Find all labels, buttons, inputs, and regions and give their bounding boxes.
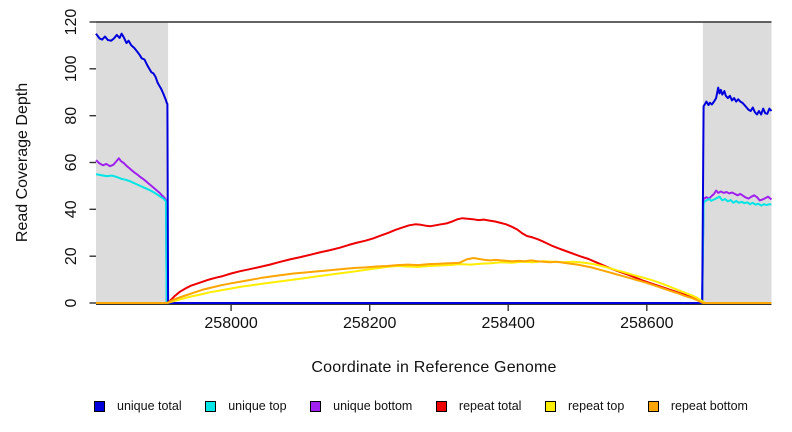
- legend-swatch: [94, 400, 105, 412]
- legend-item-repeat-top: repeat top: [545, 399, 624, 413]
- series-line-unique-top: [95, 173, 772, 304]
- y-tick-label: 60: [63, 154, 80, 172]
- series-line-repeat-bottom: [96, 257, 772, 304]
- legend-item-label: unique top: [228, 399, 287, 413]
- series-line-repeat-top: [96, 260, 772, 304]
- legend-swatch: [205, 400, 217, 412]
- y-tick-label: 20: [63, 247, 80, 265]
- legend-swatch: [545, 400, 556, 412]
- legend-item-unique-total: unique total: [94, 399, 182, 413]
- series-line-unique-total: [95, 32, 773, 304]
- legend-item-label: unique bottom: [333, 399, 413, 413]
- x-axis-title: Coordinate in Reference Genome: [311, 359, 557, 376]
- x-tick-label: 258600: [620, 315, 673, 332]
- plot-area: 258000 258200 258400 258600 0 20 40 60 80 100 120 R…: [14, 9, 773, 332]
- y-tick-label: 40: [63, 200, 80, 218]
- y-tick-label: 80: [63, 107, 80, 125]
- series-line-unique-bottom: [95, 157, 773, 304]
- legend: unique total unique top unique bottom repea…: [94, 399, 748, 413]
- legend-item-repeat-total: repeat total: [435, 399, 522, 413]
- x-tick-label: 258400: [482, 315, 535, 332]
- shaded-region-right-repeat-flank: [702, 22, 772, 304]
- legend-swatch: [310, 400, 322, 412]
- legend-item-repeat-bottom: repeat bottom: [647, 399, 748, 413]
- legend-item-label: repeat total: [458, 399, 522, 413]
- legend-swatch: [647, 400, 659, 412]
- y-tick-label: 0: [63, 298, 80, 307]
- x-tick-label: 258200: [343, 315, 396, 332]
- shaded-region-left-repeat-flank: [96, 22, 169, 304]
- legend-item-label: repeat bottom: [670, 399, 748, 413]
- legend-item-unique-bottom: unique bottom: [310, 399, 412, 413]
- coverage-plot-svg: 258000 258200 258400 258600 0 20 40 60 80 100 120 R…: [14, 9, 773, 332]
- legend-item-unique-top: unique top: [205, 399, 287, 413]
- y-tick-label: 100: [63, 55, 80, 82]
- legend-item-label: repeat top: [568, 399, 625, 413]
- y-axis-title: Read Coverage Depth: [14, 83, 31, 242]
- legend-swatch: [435, 400, 447, 412]
- y-tick-label: 120: [63, 9, 80, 36]
- x-tick-label: 258000: [204, 315, 257, 332]
- legend-item-label: unique total: [117, 399, 182, 413]
